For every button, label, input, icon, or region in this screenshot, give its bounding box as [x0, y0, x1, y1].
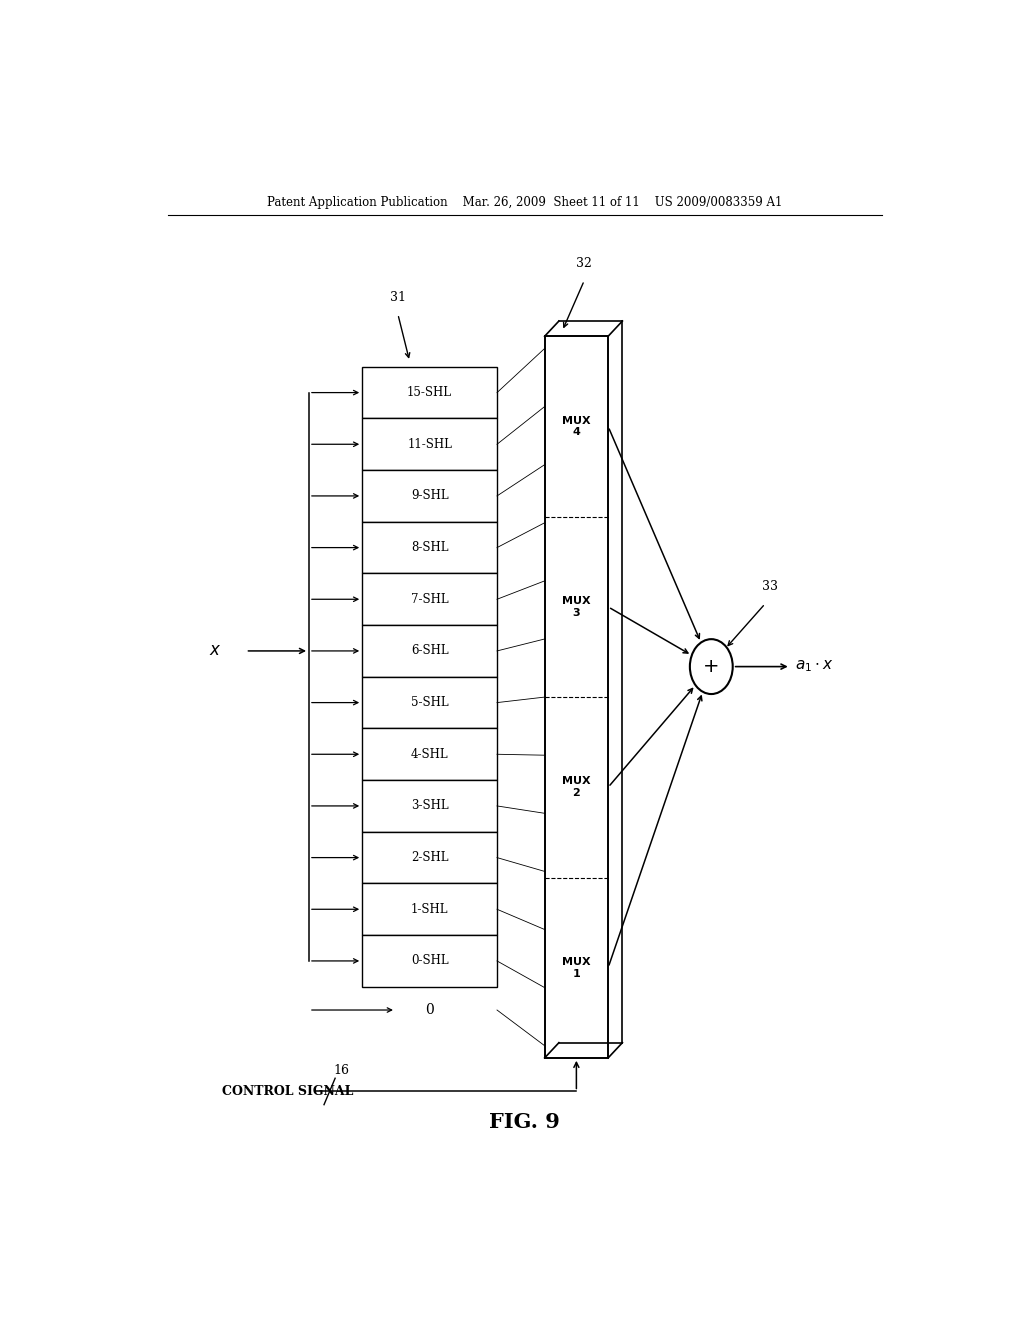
Text: Patent Application Publication    Mar. 26, 2009  Sheet 11 of 11    US 2009/00833: Patent Application Publication Mar. 26, … [267, 195, 782, 209]
Text: 9-SHL: 9-SHL [411, 490, 449, 503]
Text: MUX
4: MUX 4 [562, 416, 591, 437]
Bar [362, 418, 497, 470]
Text: 31: 31 [390, 290, 406, 304]
Bar [362, 470, 497, 521]
Text: 15-SHL: 15-SHL [408, 385, 452, 399]
Text: 0: 0 [425, 1003, 434, 1016]
Text: 7-SHL: 7-SHL [411, 593, 449, 606]
Text: FIG. 9: FIG. 9 [489, 1111, 560, 1133]
Text: 11-SHL: 11-SHL [408, 438, 452, 450]
Text: 0-SHL: 0-SHL [411, 954, 449, 968]
Bar [362, 626, 497, 677]
Text: 5-SHL: 5-SHL [411, 696, 449, 709]
Bar [362, 521, 497, 573]
Text: CONTROL SIGNAL: CONTROL SIGNAL [221, 1085, 353, 1098]
Circle shape [690, 639, 733, 694]
Bar [362, 573, 497, 626]
Text: 6-SHL: 6-SHL [411, 644, 449, 657]
Text: 3-SHL: 3-SHL [411, 800, 449, 812]
Text: 1-SHL: 1-SHL [411, 903, 449, 916]
Text: 16: 16 [334, 1064, 349, 1077]
Bar [362, 832, 497, 883]
Bar [545, 337, 608, 1057]
Text: MUX
3: MUX 3 [562, 597, 591, 618]
Text: 8-SHL: 8-SHL [411, 541, 449, 554]
Text: +: + [703, 657, 720, 676]
Text: MUX
1: MUX 1 [562, 957, 591, 978]
Text: MUX
2: MUX 2 [562, 776, 591, 799]
Bar [362, 729, 497, 780]
Bar [362, 780, 497, 832]
Bar [362, 935, 497, 987]
Bar [362, 367, 497, 418]
Text: $a_1 \cdot x$: $a_1 \cdot x$ [795, 659, 834, 675]
Text: 32: 32 [577, 257, 592, 271]
Bar [362, 883, 497, 935]
Bar [362, 677, 497, 729]
Text: 33: 33 [762, 581, 778, 594]
Text: $x$: $x$ [209, 643, 221, 660]
Text: 4-SHL: 4-SHL [411, 747, 449, 760]
Text: 2-SHL: 2-SHL [411, 851, 449, 865]
